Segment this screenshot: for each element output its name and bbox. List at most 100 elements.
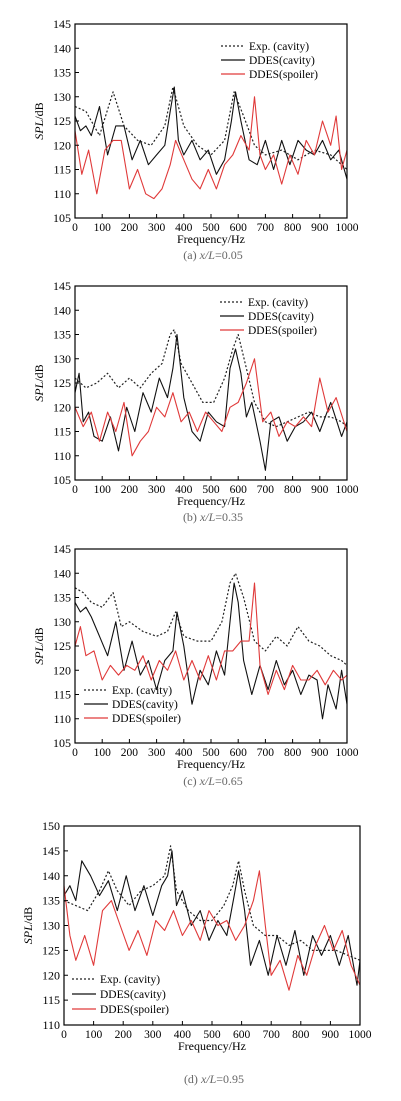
series-line-ddes-cavity- (74, 86, 348, 180)
x-tick-label: 400 (174, 1029, 192, 1041)
x-tick-label: 800 (292, 1029, 310, 1041)
y-tick-label: 145 (53, 542, 71, 556)
y-tick-label: 125 (42, 943, 60, 957)
caption-prefix: (c) (183, 774, 199, 788)
x-tick-label: 0 (72, 747, 78, 759)
caption-value: =0.35 (215, 510, 243, 524)
caption-variable: x/L (200, 1072, 217, 1086)
legend-label: Exp. (cavity) (112, 685, 172, 697)
caption-value: =0.65 (215, 774, 243, 788)
y-tick-label: 115 (53, 425, 71, 439)
y-tick-label: 115 (42, 993, 60, 1007)
y-tick-label: 135 (53, 591, 71, 605)
panel-caption: (a) x/L=0.05 (183, 248, 242, 262)
series-line-exp-cavity- (74, 329, 348, 428)
x-tick-label: 500 (202, 484, 220, 496)
x-tick-label: 600 (230, 222, 248, 234)
y-tick-label: 145 (53, 279, 71, 293)
x-axis-label: Frequency/Hz (177, 232, 245, 246)
x-tick-label: 100 (94, 222, 112, 234)
y-tick-label: 140 (42, 869, 60, 883)
y-axis-label-var: SPL (32, 644, 46, 664)
y-tick-label: 135 (53, 66, 71, 80)
legend: Exp. (cavity) DDES(cavity) DDES(spoiler) (220, 297, 317, 337)
x-tick-label: 400 (175, 747, 193, 759)
y-tick-label: 115 (53, 163, 71, 177)
y-axis-label: SPL/dB (32, 102, 46, 139)
x-tick-label: 100 (85, 1029, 103, 1041)
y-axis-label-var: SPL (21, 924, 35, 944)
x-tick-label: 500 (203, 1029, 221, 1041)
caption-value: =0.95 (216, 1072, 244, 1086)
y-tick-label: 125 (53, 114, 71, 128)
caption-value: =0.05 (215, 248, 243, 262)
series-line-ddes-cavity- (74, 582, 348, 720)
x-tick-label: 400 (175, 222, 193, 234)
x-tick-label: 900 (311, 222, 329, 234)
x-tick-label: 200 (121, 222, 139, 234)
legend-label: DDES(cavity) (249, 55, 315, 67)
x-tick-label: 700 (263, 1029, 281, 1041)
x-tick-label: 700 (257, 747, 275, 759)
x-tick-label: 300 (148, 747, 166, 759)
y-tick-label: 140 (53, 303, 71, 317)
x-tick-label: 600 (230, 484, 248, 496)
y-tick-label: 115 (53, 688, 71, 702)
legend-label: Exp. (cavity) (248, 297, 308, 309)
y-tick-label: 125 (53, 639, 71, 653)
y-tick-label: 110 (53, 449, 71, 463)
y-tick-label: 110 (53, 712, 71, 726)
chart-panel-4: 0 100 200 300 400 500 600 700 800 900 1000 110 115 12… (21, 819, 372, 1086)
y-tick-label: 140 (53, 41, 71, 55)
y-axis-label: SPL/dB (21, 907, 35, 944)
y-tick-label: 145 (42, 844, 60, 858)
series-line-ddes-spoiler- (63, 870, 361, 991)
legend-label: DDES(cavity) (248, 311, 314, 323)
y-tick-label: 125 (53, 376, 71, 390)
series-line-ddes-spoiler- (74, 582, 348, 696)
y-axis-label-unit: /dB (32, 627, 46, 644)
caption-prefix: (a) (183, 248, 199, 262)
panel-caption: (d) x/L=0.95 (184, 1072, 244, 1086)
y-tick-label: 150 (42, 819, 60, 833)
x-tick-label: 100 (94, 484, 112, 496)
x-tick-label: 100 (94, 747, 112, 759)
x-tick-label: 0 (72, 222, 78, 234)
x-tick-label: 1000 (336, 747, 359, 759)
x-tick-label: 800 (284, 484, 302, 496)
legend-label: DDES(spoiler) (100, 1004, 169, 1016)
x-tick-label: 900 (311, 484, 329, 496)
y-tick-label: 130 (53, 615, 71, 629)
y-axis-label-var: SPL (32, 381, 46, 401)
y-tick-label: 110 (42, 1018, 60, 1032)
y-tick-label: 135 (53, 328, 71, 342)
x-tick-label: 600 (233, 1029, 251, 1041)
caption-prefix: (b) (183, 510, 200, 524)
legend-label: DDES(spoiler) (249, 69, 318, 81)
x-tick-label: 200 (121, 747, 139, 759)
y-tick-label: 130 (53, 90, 71, 104)
x-tick-label: 1000 (336, 484, 359, 496)
legend: Exp. (cavity) DDES(cavity) DDES(spoiler) (221, 41, 318, 81)
y-tick-label: 145 (53, 17, 71, 31)
x-tick-label: 200 (121, 484, 139, 496)
x-axis-label: Frequency/Hz (177, 494, 245, 508)
y-axis-label: SPL/dB (32, 627, 46, 664)
series-line-ddes-spoiler- (74, 96, 348, 200)
x-axis-label: Frequency/Hz (178, 1039, 246, 1053)
y-tick-label: 120 (53, 138, 71, 152)
legend: Exp. (cavity) DDES(cavity) DDES(spoiler) (72, 974, 169, 1016)
series-line-ddes-cavity- (63, 850, 361, 986)
x-tick-label: 800 (284, 747, 302, 759)
x-tick-label: 0 (72, 484, 78, 496)
x-tick-label: 900 (322, 1029, 340, 1041)
y-axis-label: SPL/dB (32, 364, 46, 401)
panel-caption: (c) x/L=0.65 (183, 774, 242, 788)
chart-panel-3: 0 100 200 300 400 500 600 700 800 900 1000 105 110 11… (32, 542, 359, 788)
x-tick-label: 400 (175, 484, 193, 496)
y-axis-label-unit: /dB (21, 907, 35, 924)
y-axis-label-unit: /dB (32, 364, 46, 381)
x-tick-label: 900 (311, 747, 329, 759)
y-tick-label: 105 (53, 473, 71, 487)
chart-panel-1: 0 100 200 300 400 500 600 700 800 900 1000 105 110 11… (32, 17, 359, 262)
